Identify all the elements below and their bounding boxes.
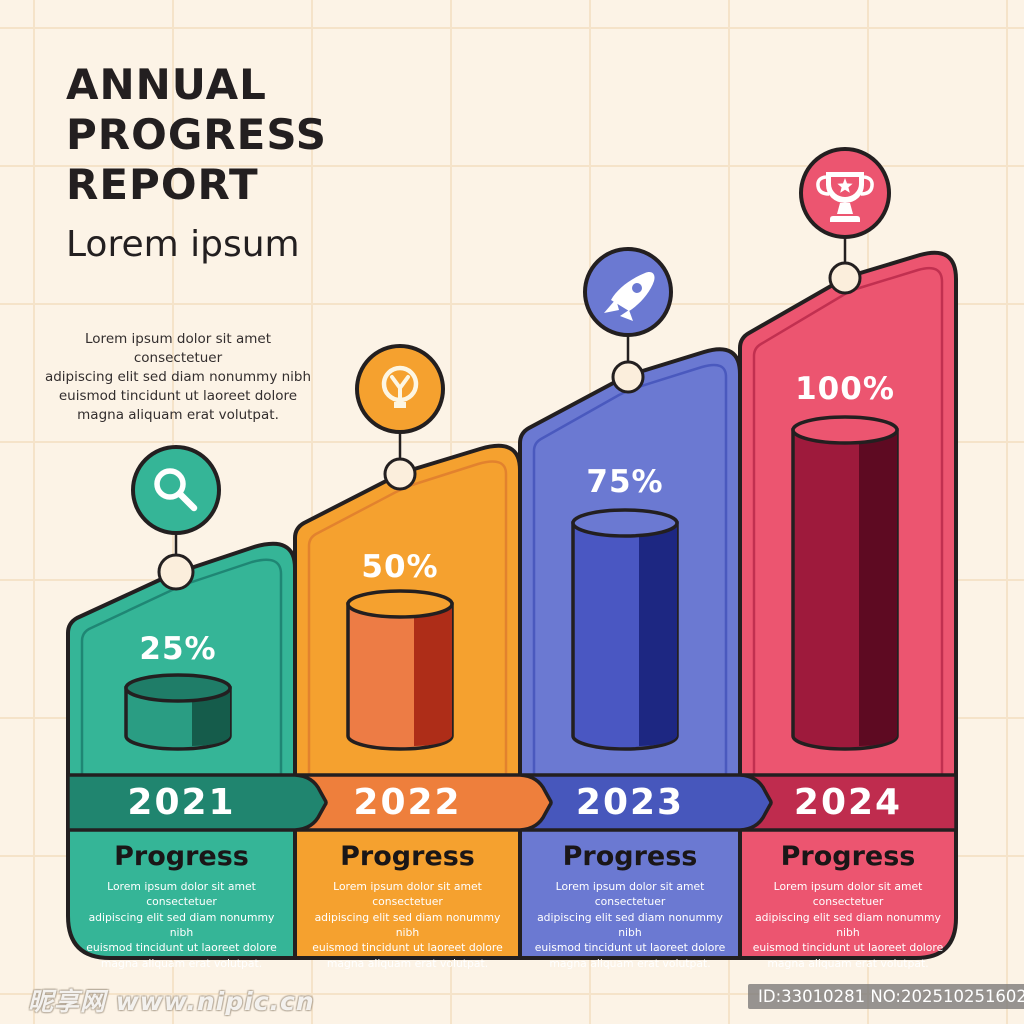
connector-dot (383, 457, 417, 491)
year-band-2021 (66, 773, 328, 832)
section-body-2024: Lorem ipsum dolor sit amet consectetuer … (752, 880, 944, 970)
icon-bubble-2022 (355, 344, 445, 491)
cylinder-shade (639, 523, 677, 747)
cylinder-shade (414, 604, 452, 747)
percent-label-2023: 75% (586, 464, 664, 500)
title-line-1: ANNUAL (66, 60, 267, 109)
header: ANNUAL PROGRESS REPORT Lorem ipsum (66, 60, 327, 268)
cylinder-2024 (791, 415, 899, 751)
section-title-2021: Progress (114, 841, 249, 872)
magnifier-icon (154, 468, 198, 512)
column-body (66, 541, 297, 960)
year-label-2024: 2024 (793, 782, 903, 823)
intro-paragraph: Lorem ipsum dolor sit amet consectetuer … (44, 331, 312, 423)
icon-bubble-2023 (583, 247, 673, 394)
cylinder-2023 (571, 508, 679, 751)
page-subtitle: Lorem ipsum (66, 224, 300, 265)
cylinder-top (791, 415, 899, 445)
year-label-2022: 2022 (353, 782, 462, 823)
cylinder-top (571, 508, 679, 538)
cylinder-2022 (346, 589, 454, 751)
section-body-2021: Lorem ipsum dolor sit amet consectetuer … (86, 880, 277, 970)
cylinder-2021 (124, 673, 232, 751)
section-body-2022: Lorem ipsum dolor sit amet consectetuer … (312, 880, 503, 970)
section-title-2023: Progress (562, 841, 698, 872)
lightbulb-icon (381, 365, 419, 408)
cylinder-shade (859, 430, 897, 747)
year-band-2023 (518, 773, 773, 832)
cylinder-shade (192, 688, 230, 747)
title-line-3: REPORT (66, 160, 259, 209)
cylinder-top (124, 673, 232, 703)
connector-dot (611, 360, 645, 394)
year-label-2023: 2023 (575, 782, 685, 823)
connector-dot (828, 261, 862, 295)
icon-bubble-2021 (131, 445, 221, 591)
id-badge: ID:33010281 NO:20251025160233084127 (748, 984, 1024, 1009)
percent-label-2022: 50% (361, 549, 439, 585)
site-watermark: 昵享网 www.nipic.cn (28, 987, 315, 1016)
connector-dot (157, 553, 195, 591)
trophy-icon (816, 172, 874, 222)
percent-label-2024: 100% (795, 371, 895, 407)
year-band-2022 (293, 773, 553, 832)
section-body-2023: Lorem ipsum dolor sit amet consectetuer … (534, 880, 726, 970)
year-label-2021: 2021 (127, 782, 236, 823)
icon-circle (131, 445, 221, 535)
cylinder-top (346, 589, 454, 619)
section-title-2022: Progress (340, 841, 475, 872)
percent-label-2021: 25% (139, 631, 217, 667)
page-title: ANNUAL PROGRESS REPORT (66, 60, 327, 210)
title-line-2: PROGRESS (66, 110, 327, 159)
rocket-icon (604, 271, 655, 321)
section-title-2024: Progress (780, 841, 916, 872)
icon-bubble-2024 (799, 147, 891, 295)
